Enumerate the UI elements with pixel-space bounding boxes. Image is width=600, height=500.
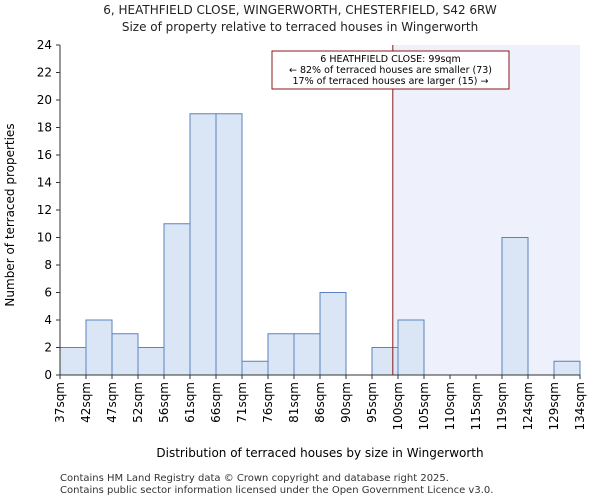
y-tick-label: 0 (44, 368, 52, 382)
chart-title: 6, HEATHFIELD CLOSE, WINGERWORTH, CHESTE… (103, 3, 497, 17)
bar-47sqm (111, 333, 139, 376)
x-tick-label: 110sqm (443, 382, 457, 430)
bar-100sqm (397, 319, 425, 376)
y-tick-label: 16 (37, 148, 52, 162)
x-tick-label: 95sqm (365, 382, 379, 423)
bar-56sqm (163, 223, 191, 376)
y-tick-label: 2 (44, 341, 52, 355)
y-tick-label: 8 (44, 258, 52, 272)
bar-52sqm (137, 347, 165, 376)
bar-71sqm (241, 360, 269, 376)
annotation-larger: 17% of terraced houses are larger (15) → (293, 76, 489, 87)
bar-37sqm (59, 347, 87, 376)
x-tick-label: 66sqm (209, 382, 223, 423)
x-axis-label: Distribution of terraced houses by size … (156, 446, 483, 460)
y-tick-label: 14 (37, 176, 52, 190)
y-tick-label: 24 (37, 38, 52, 52)
y-tick-label: 18 (37, 121, 52, 135)
annotation-smaller: ← 82% of terraced houses are smaller (73… (289, 65, 492, 76)
footer-line-2: Contains public sector information licen… (60, 485, 494, 496)
y-axis-label: Number of terraced properties (3, 123, 17, 306)
x-tick-label: 56sqm (157, 382, 171, 423)
x-tick-label: 47sqm (105, 382, 119, 423)
bar-61sqm (189, 113, 217, 376)
x-tick-label: 134sqm (573, 382, 587, 430)
chart-subtitle: Size of property relative to terraced ho… (121, 20, 479, 34)
y-tick-label: 22 (37, 66, 52, 80)
y-tick-label: 12 (37, 203, 52, 217)
annotation-title: 6 HEATHFIELD CLOSE: 99sqm (320, 54, 460, 65)
bar-119sqm (501, 237, 529, 376)
y-tick-label: 10 (37, 231, 52, 245)
annotation-box: 6 HEATHFIELD CLOSE: 99sqm ← 82% of terra… (271, 50, 510, 90)
x-tick-label: 119sqm (495, 382, 509, 430)
x-tick-label: 42sqm (79, 382, 93, 423)
x-tick-label: 37sqm (53, 382, 67, 423)
bar-95sqm (371, 347, 399, 376)
bar-86sqm (319, 292, 347, 376)
bar-76sqm (267, 333, 295, 376)
x-tick-label: 115sqm (469, 382, 483, 430)
x-tick-label: 129sqm (547, 382, 561, 430)
bar-81sqm (293, 333, 321, 376)
x-tick-label: 52sqm (131, 382, 145, 423)
bar-129sqm (553, 360, 581, 376)
x-tick-label: 86sqm (313, 382, 327, 423)
x-tick-label: 100sqm (391, 382, 405, 430)
x-tick-label: 71sqm (235, 382, 249, 423)
x-tick-label: 76sqm (261, 382, 275, 423)
x-tick-label: 61sqm (183, 382, 197, 423)
x-tick-label: 105sqm (417, 382, 431, 430)
bar-66sqm (215, 113, 243, 376)
x-tick-label: 124sqm (521, 382, 535, 430)
x-tick-label: 81sqm (287, 382, 301, 423)
y-tick-label: 20 (37, 93, 52, 107)
histogram-chart: 6 HEATHFIELD CLOSE: 99sqm ← 82% of terra… (3, 38, 587, 460)
y-tick-label: 6 (44, 286, 52, 300)
footer-line-1: Contains HM Land Registry data © Crown c… (60, 473, 449, 484)
bar-42sqm (85, 319, 113, 376)
x-tick-label: 90sqm (339, 382, 353, 423)
y-tick-label: 4 (44, 313, 52, 327)
